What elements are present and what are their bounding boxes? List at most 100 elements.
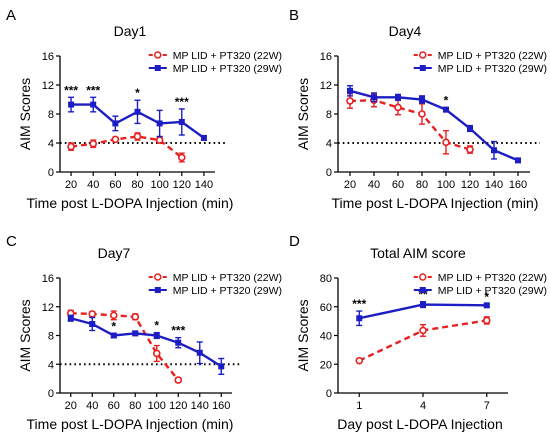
x-tick-label: 80 <box>416 179 428 191</box>
x-tick-label: 20 <box>344 179 356 191</box>
data-point <box>482 316 491 325</box>
data-point <box>418 110 426 118</box>
y-axis-label: AIM Scores <box>295 299 311 371</box>
legend-label: MP LID + PT320 (29W) <box>173 63 282 75</box>
data-point <box>132 330 139 337</box>
y-tick-label: 0 <box>326 388 332 400</box>
data-point <box>67 142 75 151</box>
x-tick-label: 1 <box>356 400 362 412</box>
legend-swatch-marker <box>154 287 161 293</box>
y-tick-label: 16 <box>42 273 54 285</box>
chart-title: Day4 <box>389 23 422 39</box>
data-point <box>419 326 427 335</box>
y-axis-label: AIM Scores <box>17 78 33 150</box>
panel-letter: A <box>6 7 16 24</box>
x-tick-label: 40 <box>87 179 99 191</box>
data-point <box>156 120 163 127</box>
y-tick-label: 20 <box>320 359 332 371</box>
x-tick-label: 80 <box>129 400 141 412</box>
x-tick-label: 140 <box>485 179 503 191</box>
data-point <box>109 311 118 320</box>
significance-label: * <box>135 86 140 100</box>
y-tick-label: 40 <box>320 331 332 343</box>
y-tick-label: 4 <box>48 138 54 150</box>
x-tick-label: 100 <box>148 400 166 412</box>
series-line-22w <box>70 135 183 159</box>
data-point <box>196 349 203 356</box>
y-tick-label: 4 <box>326 138 332 150</box>
legend-label: MP LID + PT320 (22W) <box>173 272 282 284</box>
data-point <box>175 339 182 346</box>
x-tick-label: 7 <box>484 400 490 412</box>
y-tick-label: 12 <box>42 80 54 92</box>
panel-letter: B <box>289 7 299 24</box>
x-tick-label: 140 <box>191 400 209 412</box>
y-tick-label: 16 <box>320 51 332 63</box>
legend-swatch-marker <box>154 65 161 71</box>
y-tick-label: 0 <box>48 388 54 400</box>
x-tick-label: 20 <box>65 400 77 412</box>
y-tick-label: 0 <box>48 167 54 179</box>
y-tick-label: 80 <box>320 273 332 285</box>
y-tick-label: 12 <box>42 302 54 314</box>
data-point <box>131 313 140 321</box>
y-axis-label: AIM Scores <box>295 78 311 150</box>
data-point <box>346 97 354 105</box>
x-tick-label: 40 <box>368 179 380 191</box>
x-tick-label: 100 <box>150 179 168 191</box>
x-tick-label: 4 <box>420 400 426 412</box>
x-tick-label: 140 <box>195 179 213 191</box>
x-tick-label: 120 <box>461 179 479 191</box>
data-point <box>153 332 160 339</box>
data-point <box>483 302 490 309</box>
data-point <box>371 94 377 101</box>
legend-label: MP LID + PT320 (29W) <box>438 63 547 75</box>
data-point <box>356 315 363 322</box>
y-tick-label: 16 <box>42 51 54 63</box>
data-point <box>395 94 401 101</box>
data-point <box>177 153 186 162</box>
data-point <box>89 139 98 148</box>
significance-label: *** <box>175 95 189 109</box>
x-axis-label: Time post L-DOPA Injection (min) <box>332 195 539 211</box>
data-point <box>68 101 75 108</box>
significance-label: * <box>154 319 159 333</box>
series-line-29w <box>349 89 519 162</box>
x-tick-label: 80 <box>131 179 143 191</box>
panel-letter: D <box>289 233 300 250</box>
x-axis-label: Time post L-DOPA Injection (min) <box>27 195 234 211</box>
data-point <box>442 138 450 147</box>
data-point <box>67 315 74 322</box>
x-tick-label: 160 <box>212 400 230 412</box>
chart-title: Day1 <box>114 23 147 39</box>
significance-label: *** <box>64 83 78 97</box>
data-point <box>443 106 449 113</box>
y-tick-label: 4 <box>48 359 54 371</box>
data-point <box>111 135 120 144</box>
data-point <box>174 376 183 384</box>
significance-label: * <box>111 319 116 333</box>
panel-letter: C <box>6 233 17 250</box>
data-point <box>467 125 473 132</box>
x-tick-label: 20 <box>65 179 77 191</box>
data-point <box>420 301 426 308</box>
significance-label: *** <box>352 297 366 311</box>
data-point <box>134 108 141 115</box>
y-tick-label: 0 <box>326 167 332 179</box>
series-line-22w <box>349 99 471 151</box>
data-point <box>110 332 117 339</box>
x-tick-label: 120 <box>173 179 191 191</box>
x-tick-label: 60 <box>108 400 120 412</box>
x-axis-label: Day post L-DOPA Injection <box>337 416 502 432</box>
y-tick-label: 12 <box>320 80 332 92</box>
data-point <box>419 96 425 103</box>
legend-label: MP LID + PT320 (29W) <box>173 285 282 297</box>
data-point <box>394 103 402 112</box>
data-point <box>155 136 164 144</box>
legend-swatch-marker <box>419 51 427 59</box>
y-tick-label: 60 <box>320 302 332 314</box>
significance-label: * <box>484 290 489 304</box>
data-point <box>347 87 353 94</box>
significance-label: *** <box>171 324 185 338</box>
legend-label: MP LID + PT320 (22W) <box>438 50 547 62</box>
